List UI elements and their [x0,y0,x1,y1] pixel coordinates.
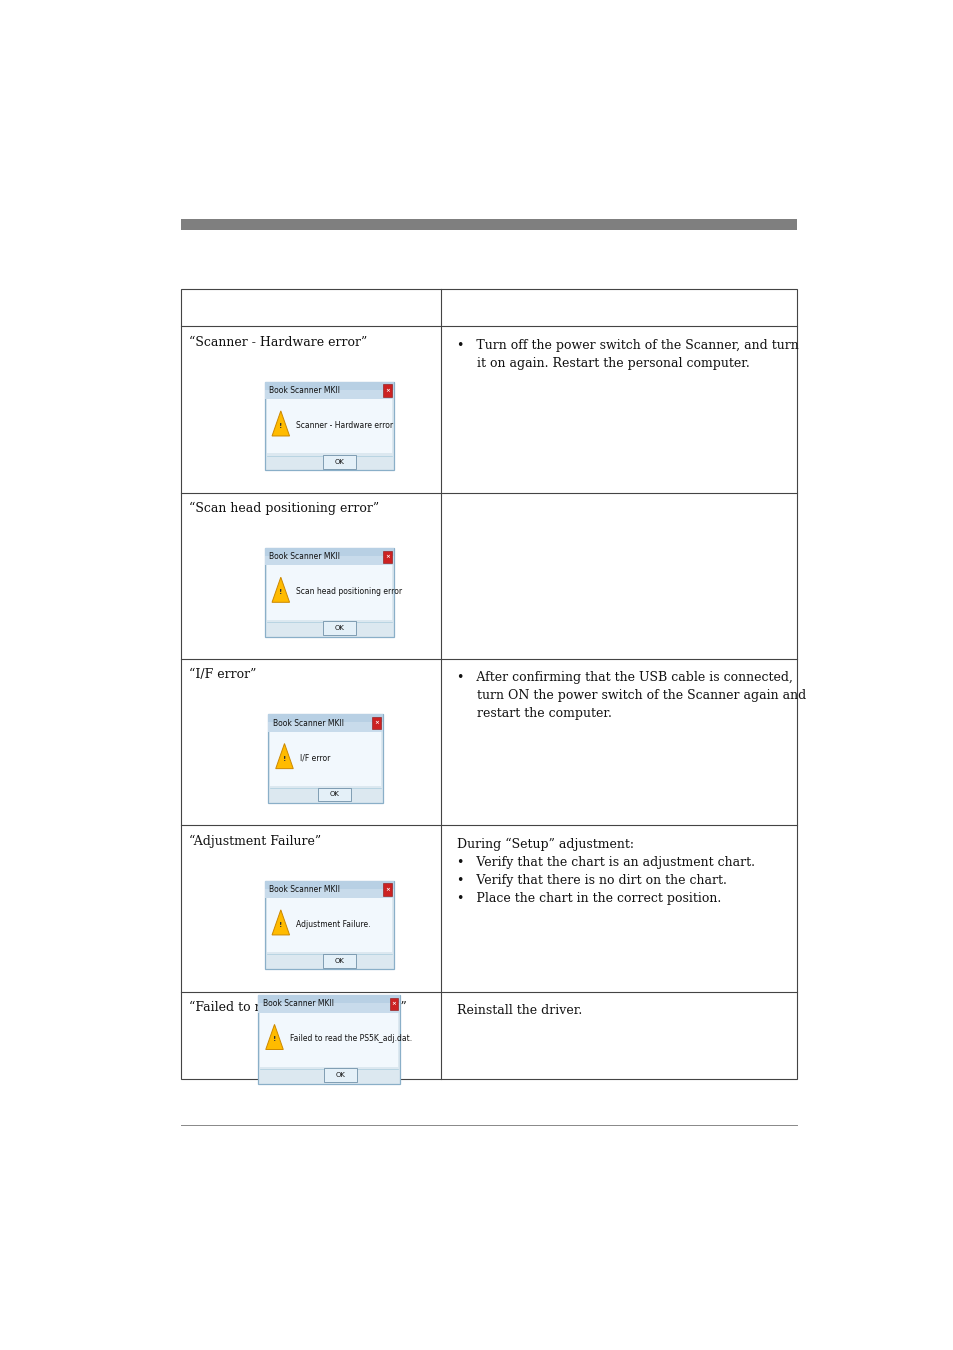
Text: OK: OK [335,625,344,632]
Bar [267,898,392,952]
Bar [264,382,394,400]
Text: “Scan head positioning error”: “Scan head positioning error” [190,502,379,516]
Bar [268,714,382,803]
Bar [323,621,355,634]
Text: ×: × [385,555,390,559]
Bar [180,219,797,230]
Polygon shape [272,410,290,436]
Bar [180,289,797,1079]
Bar [323,954,355,968]
Text: !: ! [279,589,282,595]
Text: •   After confirming that the USB cable is connected,
     turn ON the power swi: • After confirming that the USB cable is… [456,671,805,721]
Bar [264,888,394,898]
Text: Book Scanner MKII: Book Scanner MKII [269,386,339,396]
Bar [258,1003,400,1012]
Text: !: ! [273,1037,276,1042]
Bar [264,382,394,470]
Text: ×: × [385,887,390,892]
Text: Reinstall the driver.: Reinstall the driver. [456,1004,581,1017]
Text: OK: OK [335,459,344,464]
Text: ×: × [391,1002,395,1007]
Text: Adjustment Failure.: Adjustment Failure. [296,919,371,929]
Text: Scan head positioning error: Scan head positioning error [296,587,402,595]
Text: Book Scanner MKII: Book Scanner MKII [273,718,343,728]
Text: Failed to read the PS5K_adj.dat.: Failed to read the PS5K_adj.dat. [290,1034,412,1044]
Bar [264,390,394,400]
Bar [372,717,380,729]
Bar [383,551,392,563]
Text: !: ! [282,756,286,761]
Bar [267,400,392,454]
Text: ×: × [385,387,390,393]
Bar [264,548,394,637]
Bar [267,566,392,620]
Text: Book Scanner MKII: Book Scanner MKII [262,999,334,1008]
Text: “Failed to read the PS5K_adj.dat.”: “Failed to read the PS5K_adj.dat.” [190,1000,407,1014]
Bar [268,714,382,732]
Bar [264,548,394,566]
Bar [264,880,394,969]
Text: Scanner - Hardware error: Scanner - Hardware error [296,421,393,429]
Polygon shape [266,1025,283,1049]
Bar [264,880,394,898]
Bar [270,732,380,786]
Text: !: ! [279,922,282,927]
Text: Book Scanner MKII: Book Scanner MKII [269,886,339,894]
Text: •   Turn off the power switch of the Scanner, and turn
     it on again. Restart: • Turn off the power switch of the Scann… [456,339,798,370]
Bar [389,998,397,1010]
Bar [258,995,400,1012]
Polygon shape [275,744,293,768]
Bar [268,722,382,732]
Text: Book Scanner MKII: Book Scanner MKII [269,552,339,562]
Text: “I/F error”: “I/F error” [190,668,256,682]
Text: OK: OK [330,791,339,798]
Text: “Scanner - Hardware error”: “Scanner - Hardware error” [190,336,367,348]
Bar [383,883,392,895]
Polygon shape [272,910,290,936]
Bar [264,556,394,566]
Text: During “Setup” adjustment:
•   Verify that the chart is an adjustment chart.
•  : During “Setup” adjustment: • Verify that… [456,837,755,904]
Text: I/F error: I/F error [299,753,330,763]
Bar [324,1068,356,1083]
Text: ×: × [374,721,378,725]
Bar [383,385,392,397]
Polygon shape [272,578,290,602]
Text: “Adjustment Failure”: “Adjustment Failure” [190,834,321,848]
Bar [317,787,351,802]
Bar [260,1012,397,1066]
Bar [323,455,355,468]
Text: !: ! [279,423,282,429]
Text: OK: OK [335,957,344,964]
Bar [258,995,400,1084]
Text: OK: OK [335,1072,345,1079]
